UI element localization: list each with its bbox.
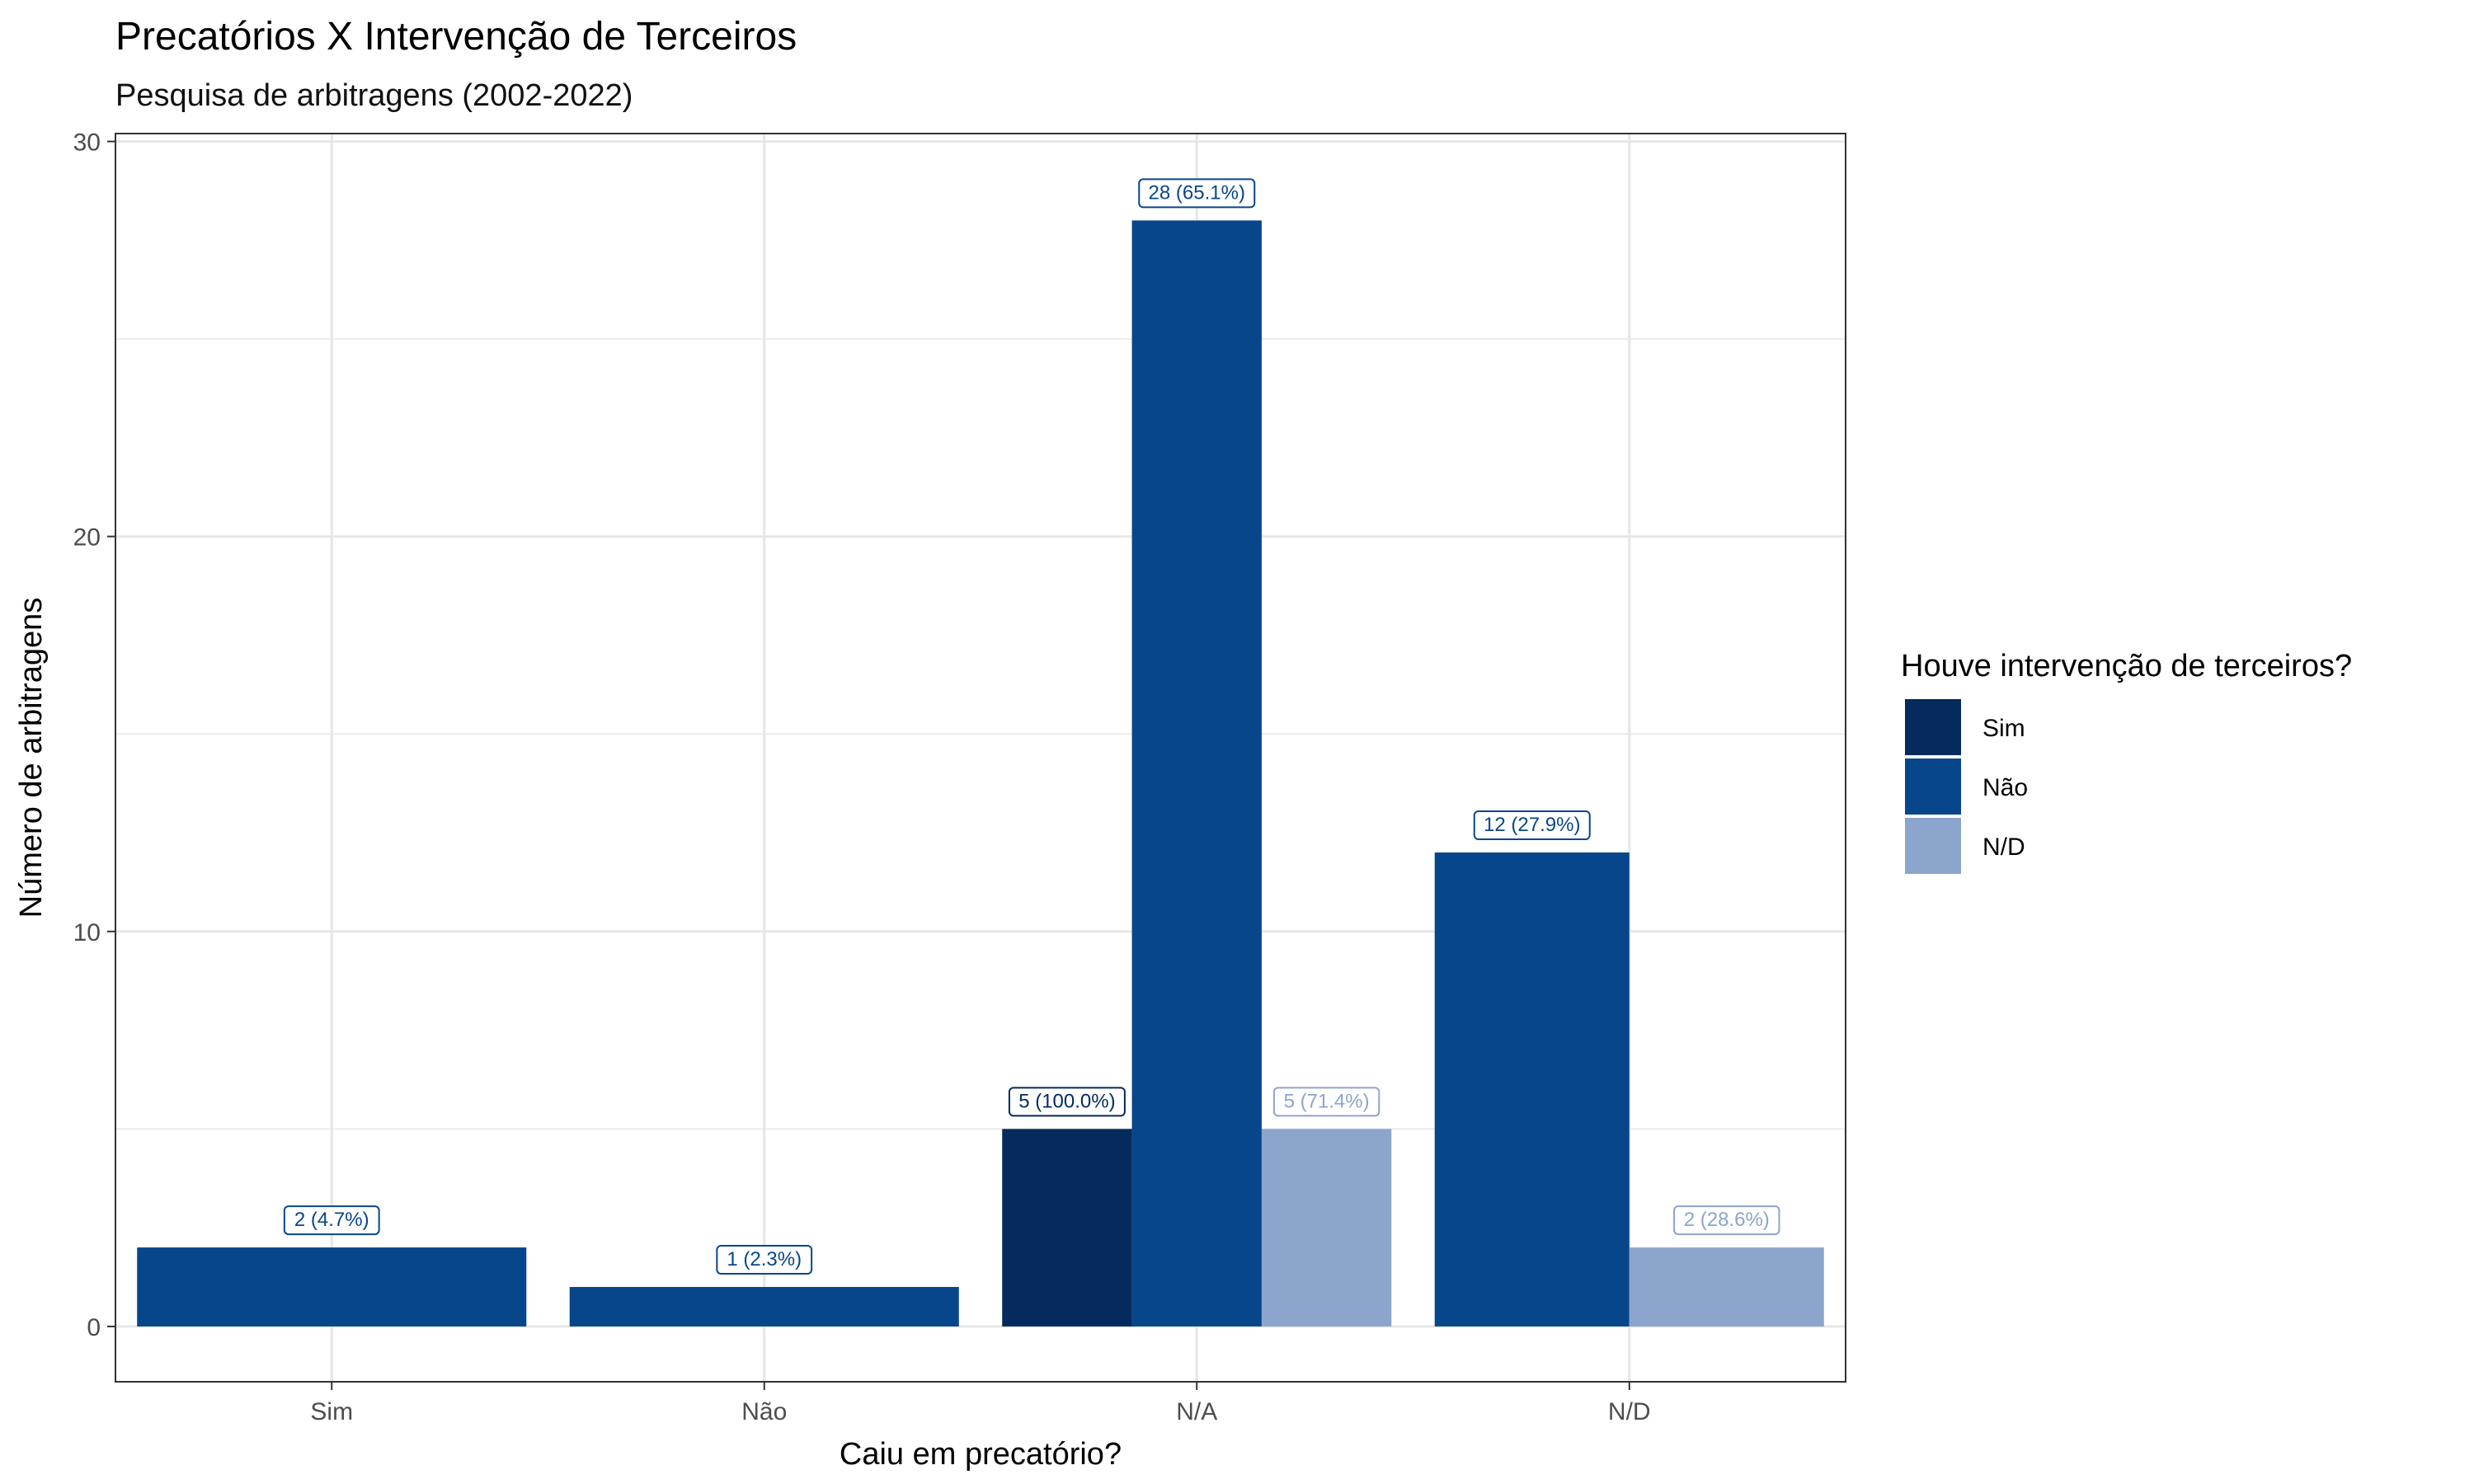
legend-key-n-d	[1905, 818, 1961, 874]
data-label-box	[1673, 1205, 1780, 1236]
chart-subtitle: Pesquisa de arbitragens (2002-2022)	[115, 78, 633, 113]
y-axis-title: Número de arbitragens	[14, 598, 49, 918]
bar-n-o-2	[1131, 220, 1262, 1327]
data-label-box	[1473, 810, 1591, 840]
bar-n-o-3	[1434, 852, 1630, 1327]
data-label-box	[283, 1205, 380, 1236]
legend-label: Sim	[1982, 715, 2025, 742]
bar-n-o-1	[569, 1287, 959, 1327]
x-tick-label: N/D	[1608, 1398, 1651, 1425]
y-tick-label: 10	[73, 919, 101, 946]
bar-n-d-3	[1629, 1247, 1824, 1327]
legend-label: N/D	[1982, 834, 2025, 861]
data-label-group: 5 (100.0%)	[1008, 1087, 1126, 1117]
legend-title: Houve intervenção de terceiros?	[1901, 649, 2352, 683]
data-label-group: 1 (2.3%)	[716, 1245, 813, 1275]
data-label: 12 (27.9%)	[1484, 814, 1580, 836]
x-axis-title: Caiu em precatório?	[840, 1437, 1122, 1472]
data-label-box	[1138, 178, 1256, 209]
bar-n-o-0	[137, 1247, 527, 1327]
x-tick-label: N/A	[1176, 1398, 1217, 1425]
legend-key-sim	[1905, 699, 1961, 755]
bar-sim-2	[1002, 1129, 1132, 1327]
y-tick-label: 0	[87, 1314, 101, 1341]
panel-border	[115, 133, 1846, 1383]
data-label-group: 5 (71.4%)	[1272, 1087, 1380, 1117]
legend-label: Não	[1982, 774, 2028, 801]
bar-n-d-2	[1261, 1129, 1392, 1327]
data-label-group: 2 (4.7%)	[283, 1205, 380, 1236]
data-label-group: 28 (65.1%)	[1138, 178, 1256, 209]
x-tick-label: Não	[741, 1398, 787, 1425]
legend-key-n-o	[1905, 758, 1961, 815]
data-label-box	[1272, 1087, 1380, 1117]
y-tick-label: 20	[73, 524, 101, 552]
data-label: 2 (4.7%)	[294, 1209, 369, 1231]
data-label: 2 (28.6%)	[1684, 1209, 1770, 1231]
data-label: 1 (2.3%)	[727, 1248, 802, 1270]
data-label: 28 (65.1%)	[1149, 181, 1245, 204]
chart-title: Precatórios X Intervenção de Terceiros	[115, 15, 797, 59]
x-tick-label: Sim	[310, 1398, 353, 1425]
data-label-box	[1008, 1087, 1126, 1117]
data-label-group: 2 (28.6%)	[1673, 1205, 1780, 1236]
plot-panel: 2 (4.7%) 1 (2.3%) 5 (100.0%) 28 (65.1%) 5 (7…	[73, 129, 1846, 1425]
data-label: 5 (100.0%)	[1018, 1090, 1115, 1112]
y-tick-label: 30	[73, 129, 101, 157]
data-label-box	[716, 1245, 813, 1275]
legend: Houve intervenção de terceiros? Sim Não N/…	[1901, 649, 2352, 874]
data-label-group: 12 (27.9%)	[1473, 810, 1591, 840]
data-label: 5 (71.4%)	[1284, 1090, 1370, 1112]
